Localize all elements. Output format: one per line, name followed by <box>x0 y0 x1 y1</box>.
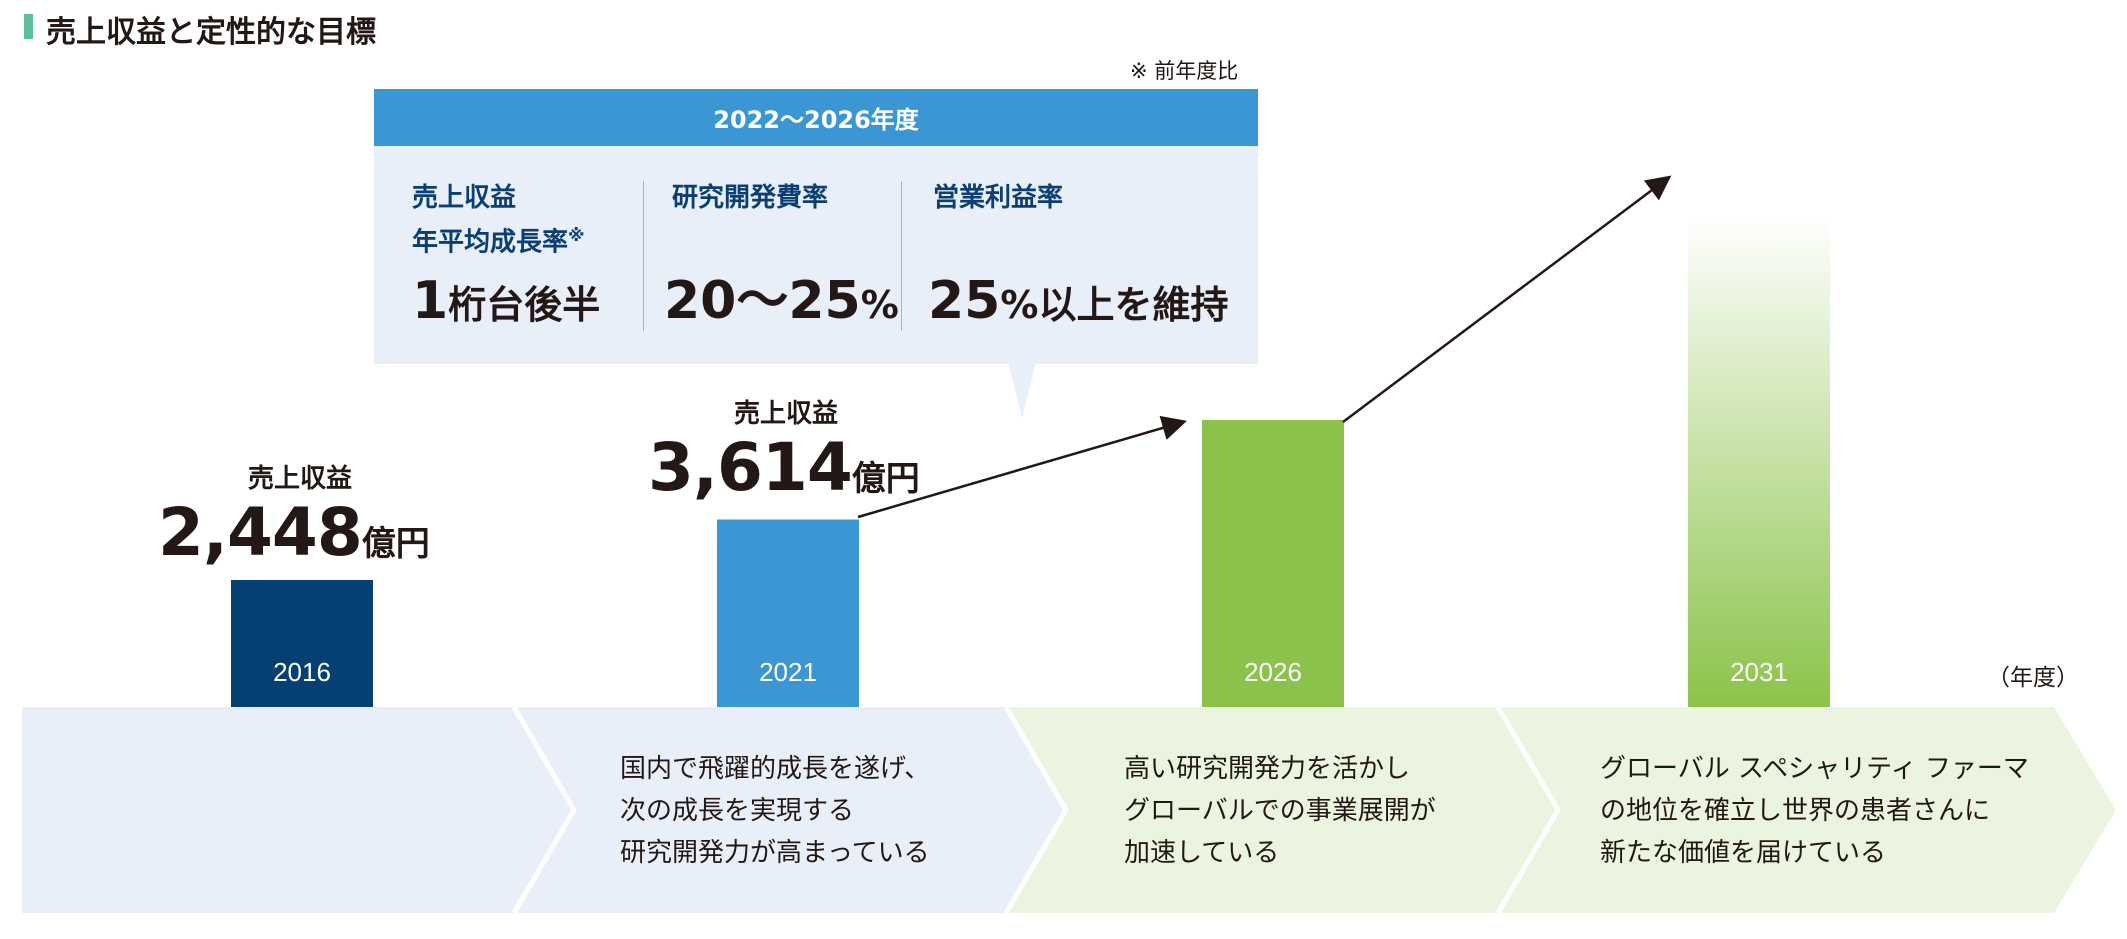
page-title: 売上収益と定性的な目標 <box>46 15 376 50</box>
target-box <box>374 146 1258 364</box>
stage-3-line: グローバルでの事業展開が <box>1124 796 1436 826</box>
kpi-op-value-num: 25 <box>928 271 1001 331</box>
kpi-op-value-text: 以上を維持 <box>1038 283 1229 327</box>
data-label-2016: 2,448億円 <box>158 500 430 566</box>
stage-separator <box>1495 705 1561 915</box>
stage-2-description: 国内で飛躍的成長を遂げ、 次の成長を実現する 研究開発力が高まっている <box>620 748 930 874</box>
kpi-divider <box>901 181 902 331</box>
stage-4-line: の地位を確立し世界の患者さんに <box>1600 796 1991 826</box>
bar-2016 <box>231 580 373 707</box>
kpi-divider <box>643 181 644 331</box>
kpi-rd-value: 20〜25% <box>664 275 899 327</box>
stage-2-line: 国内で飛躍的成長を遂げ、 <box>620 754 931 784</box>
data-label-2016-unit: 億円 <box>361 524 430 564</box>
data-label-2016-value: 2,448 <box>158 494 363 571</box>
revenue-label-2021: 売上収益 <box>733 399 838 429</box>
kpi-growth-footnote-mark: ※ <box>568 226 585 246</box>
title-marker <box>24 14 33 39</box>
tick-label-2021: 2021 <box>759 657 817 687</box>
stage-chevron-2 <box>514 707 1066 913</box>
stage-chevron-4 <box>1498 707 2116 913</box>
data-label-2021-value: 3,614 <box>648 429 853 506</box>
stage-3-line: 高い研究開発力を活かし <box>1124 754 1411 784</box>
target-box-pointer <box>1008 362 1036 418</box>
growth-arrow-2021-2026 <box>857 415 1187 519</box>
x-axis-unit-label: （年度） <box>1987 665 2079 691</box>
target-period: 2022〜2026年度 <box>713 106 919 134</box>
bar-2021 <box>717 519 859 707</box>
tick-label-2031: 2031 <box>1730 657 1788 687</box>
data-label-2021-unit: 億円 <box>851 459 920 499</box>
stage-4-line: グローバル スペシャリティ ファーマ <box>1600 754 2029 784</box>
revenue-label-2016: 売上収益 <box>247 464 352 494</box>
kpi-op-value-unit: % <box>1000 283 1039 327</box>
kpi-rd-value-unit: % <box>860 283 899 327</box>
tick-label-2016: 2016 <box>273 657 331 687</box>
stage-2-line: 次の成長を実現する <box>620 796 855 826</box>
kpi-growth-label-line2: 年平均成長率 <box>412 227 569 258</box>
bar-2031 <box>1688 215 1830 707</box>
bar-2026 <box>1202 420 1344 707</box>
stage-3-description: 高い研究開発力を活かし グローバルでの事業展開が 加速している <box>1124 748 1436 874</box>
stage-3-line: 加速している <box>1124 838 1280 868</box>
stage-2-line: 研究開発力が高まっている <box>620 838 930 868</box>
kpi-growth-value: 1桁台後半 <box>412 275 600 327</box>
footnote: ※ 前年度比 <box>1130 59 1239 83</box>
stage-chevron-3 <box>1006 707 1558 913</box>
stage-4-line: 新たな価値を届けている <box>1600 838 1887 868</box>
kpi-op-value: 25%以上を維持 <box>928 275 1228 327</box>
kpi-rd-label: 研究開発費率 <box>672 183 829 213</box>
stage-separator <box>511 705 577 915</box>
kpi-growth-label-line1: 売上収益 <box>412 183 517 213</box>
kpi-growth-label: 売上収益 年平均成長率※ <box>412 179 585 262</box>
kpi-op-label: 営業利益率 <box>933 183 1064 213</box>
stage-separator <box>1003 705 1069 915</box>
kpi-rd-value-num: 20〜25 <box>664 271 861 331</box>
kpi-growth-value-num: 1 <box>412 271 449 331</box>
kpi-growth-value-text: 桁台後半 <box>448 283 601 327</box>
stage-4-description: グローバル スペシャリティ ファーマ の地位を確立し世界の患者さんに 新たな価値… <box>1600 748 2029 874</box>
target-period-header: 2022〜2026年度 <box>374 89 1258 146</box>
kpi-growth-label-line2-wrap: 年平均成長率※ <box>412 217 585 262</box>
tick-label-2026: 2026 <box>1244 657 1302 687</box>
stage-chevron-1 <box>22 707 574 913</box>
growth-arrow-2026-2031 <box>1342 175 1672 423</box>
data-label-2021: 3,614億円 <box>648 435 920 501</box>
